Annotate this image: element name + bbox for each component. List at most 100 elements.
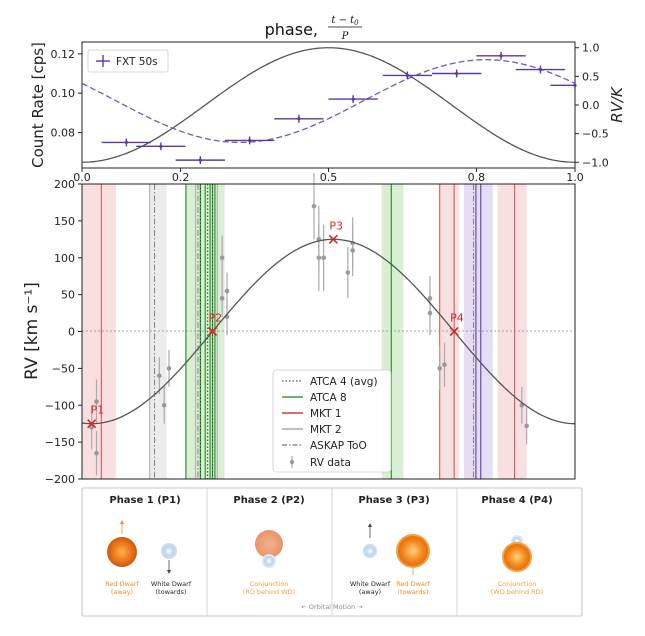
bottom-ytick-label: 100 <box>54 252 75 265</box>
fxt-point <box>328 95 378 104</box>
count-rate-model-curve <box>81 59 576 144</box>
top-curves <box>81 47 576 163</box>
rv-point <box>316 206 322 273</box>
rv-k-sine-curve <box>81 47 576 163</box>
bottom-ytick-label: 150 <box>54 215 75 228</box>
phase-2-cell: Phase 2 (P2) Conjunction (RD behind WD) <box>233 495 304 596</box>
phase-1-caption-right-2: (towards) <box>156 588 187 596</box>
observation-band <box>82 184 116 479</box>
phase-3-cell: Phase 3 (P3) White Dwarf (away) Red Dwar… <box>350 495 431 596</box>
top-ytick-right-label: −0.5 <box>582 128 609 141</box>
fxt-point <box>550 81 577 90</box>
rv-point <box>224 272 230 310</box>
top-xtick-label: 0.8 <box>468 171 486 184</box>
red-dwarf-icon <box>107 537 137 567</box>
top-title-numerator: t − t0 <box>331 15 359 27</box>
rv-model-curve <box>81 238 576 425</box>
fxt-point <box>175 156 225 165</box>
fxt-point <box>136 142 186 151</box>
bottom-ytick-label: 0 <box>68 326 75 339</box>
rv-point <box>219 235 225 280</box>
bottom-ytick-label: 50 <box>61 289 75 302</box>
red-dwarf-icon <box>502 542 532 572</box>
phase-marker: P4 <box>449 312 464 337</box>
phase-3-caption-right-2: (towards) <box>398 588 429 596</box>
phase-1-cell: Phase 1 (P1) Red Dwarf (away) White Dwar… <box>105 495 192 596</box>
top-title: phase, <box>265 20 318 39</box>
white-dwarf-icon <box>262 554 276 568</box>
rv-point <box>89 405 94 450</box>
phase-4-caption-1: Conjunction <box>498 580 537 588</box>
phase-1-caption-left-1: Red Dwarf <box>105 580 139 588</box>
top-ylabel-right: RV/K <box>608 86 626 123</box>
phase-marker-label: P4 <box>450 312 464 325</box>
rv-point <box>321 224 326 291</box>
phase-marker: P1 <box>87 404 105 429</box>
white-dwarf-icon <box>161 543 177 559</box>
bottom-panel: P1 P2 P3 P4 −200 −150 −100 −50 0 50 100 150 200 ATC… <box>22 172 576 486</box>
fxt-point <box>101 138 152 147</box>
fxt-point <box>224 136 275 145</box>
top-ytick-right-label: 0.0 <box>582 99 600 112</box>
phase-markers: P1 P2 P3 P4 <box>87 219 464 429</box>
rv-point <box>427 290 433 336</box>
rv-point <box>157 357 162 395</box>
rv-point <box>442 342 447 387</box>
legend-atca8: ATCA 8 <box>310 392 347 404</box>
rv-point <box>437 346 442 391</box>
top-ytick-right-label: 1.0 <box>582 42 600 55</box>
bottom-axes: −200 −150 −100 −50 0 50 100 150 200 <box>45 178 82 486</box>
phase-marker: P2 <box>207 312 223 337</box>
legend-rvdata: RV data <box>310 457 351 469</box>
observation-band <box>439 184 459 479</box>
phase-2-caption-1: Conjunction <box>250 580 289 588</box>
fxt-point <box>274 114 324 123</box>
bottom-ytick-label: −100 <box>45 399 75 412</box>
bottom-ytick-label: −200 <box>45 473 75 486</box>
orbit-diagram: Phase 1 (P1) Red Dwarf (away) White Dwar… <box>81 487 583 617</box>
phase-2-caption-2: (RD behind WD) <box>243 588 295 596</box>
fxt-point <box>432 69 482 78</box>
phase-1-caption-left-2: (away) <box>111 588 133 596</box>
top-ytick-label: 0.12 <box>51 48 76 61</box>
rv-data-points <box>89 172 529 476</box>
phase-marker-label: P2 <box>209 312 223 325</box>
top-panel: phase, t − t0 P 0.080.100.12−1.0−0.50.00… <box>29 15 626 184</box>
rv-point <box>524 407 529 445</box>
red-dwarf-icon <box>396 534 430 568</box>
fxt-point <box>382 71 433 80</box>
fxt-point <box>515 65 566 74</box>
phase-3-caption-left-2: (away) <box>359 588 381 596</box>
top-ytick-right-label: −1.0 <box>582 156 609 169</box>
legend-mkt2: MKT 2 <box>310 424 342 436</box>
phase-4-title: Phase 4 (P4) <box>481 495 552 506</box>
top-xtick-label: 0.0 <box>73 171 91 184</box>
phase-marker-label: P1 <box>91 404 105 417</box>
observation-band <box>497 184 527 479</box>
rv-point <box>94 379 99 424</box>
rv-point <box>345 246 351 299</box>
observation-band <box>463 184 493 479</box>
rv-point <box>350 224 355 277</box>
phase-1-caption-right-1: White Dwarf <box>151 580 192 588</box>
phase-marker: P3 <box>328 219 343 244</box>
top-axes: 0.08 0.10 0.12 −1.0 −0.5 0.0 0.5 1.0 0.0 0.2 0.5 0.… <box>51 42 609 184</box>
top-legend: FXT 50s <box>87 49 169 73</box>
orbital-motion-caption: ← Orbital Motion → <box>301 603 363 611</box>
top-ylabel: Count Rate [cps] <box>29 42 47 168</box>
phase-3-caption-right-1: Red Dwarf <box>396 580 430 588</box>
bottom-ytick-label: −150 <box>45 436 75 449</box>
top-title-denominator: P <box>341 31 349 42</box>
bottom-ytick-label: 200 <box>54 178 75 191</box>
legend-askap: ASKAP ToO <box>310 440 367 452</box>
legend-atca4: ATCA 4 (avg) <box>310 376 378 388</box>
bottom-ytick-label: −50 <box>52 362 75 375</box>
rv-point <box>219 279 225 317</box>
top-ytick-right-label: 0.5 <box>582 70 600 83</box>
top-xtick-label: 0.2 <box>172 171 190 184</box>
phase-2-title: Phase 2 (P2) <box>233 495 304 506</box>
phase-3-caption-left-1: White Dwarf <box>350 580 391 588</box>
top-ytick-label: 0.08 <box>51 127 76 140</box>
phase-4-cell: Phase 4 (P4) Conjunction (WD behind RD) <box>481 495 552 596</box>
